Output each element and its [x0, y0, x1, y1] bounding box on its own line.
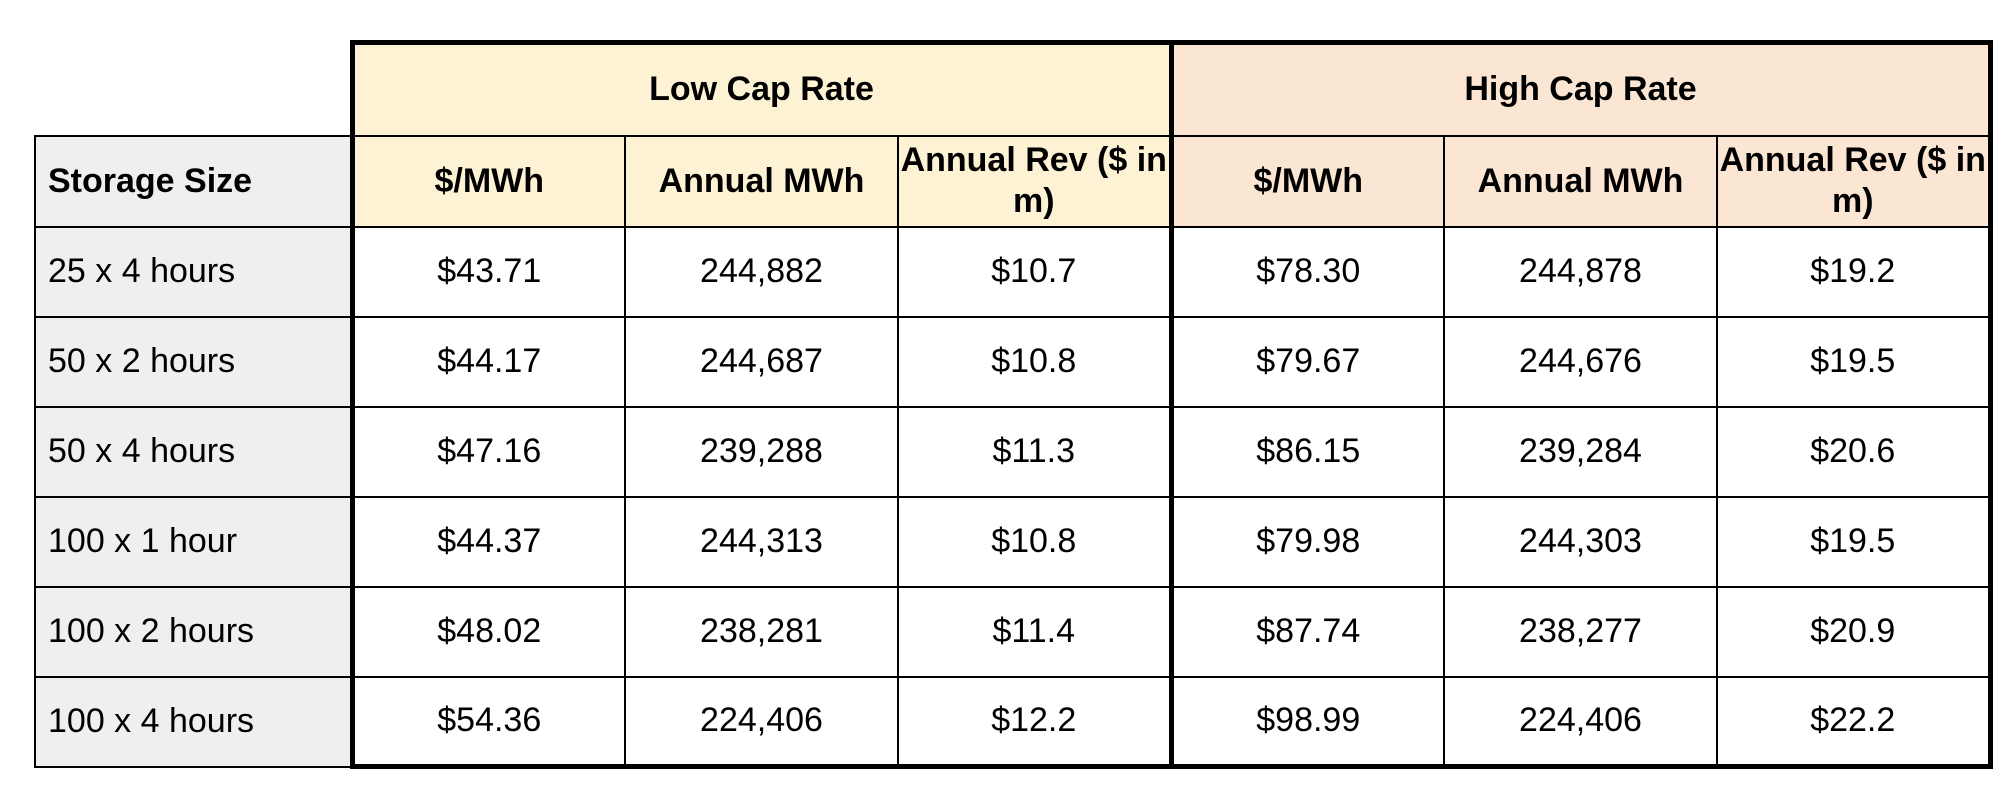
- cell-low-price: $44.17: [351, 315, 626, 408]
- cell-low-annual-rev: $11.4: [897, 585, 1174, 678]
- cell-low-annual-rev: $10.8: [897, 315, 1174, 408]
- cell-high-annual-rev: $22.2: [1716, 675, 1993, 769]
- row-label-storage-size: 100 x 2 hours: [34, 585, 355, 678]
- cell-high-price: $87.74: [1170, 585, 1445, 678]
- cell-high-annual-mwh: 224,406: [1443, 675, 1718, 769]
- cell-high-price: $79.67: [1170, 315, 1445, 408]
- table-row: 100 x 4 hours $54.36 224,406 $12.2 $98.99 224…: [34, 675, 1993, 769]
- blank-corner-cell: [35, 42, 352, 136]
- cell-high-annual-rev: $20.6: [1716, 405, 1993, 498]
- cell-high-annual-rev: $19.5: [1716, 315, 1993, 408]
- row-label-storage-size: 100 x 1 hour: [34, 495, 355, 588]
- row-label-storage-size: 50 x 2 hours: [34, 315, 355, 408]
- cell-low-price: $44.37: [351, 495, 626, 588]
- group-header-row: Low Cap Rate High Cap Rate: [35, 40, 1993, 136]
- storage-cap-rate-table: Low Cap Rate High Cap Rate Storage Size …: [34, 40, 1993, 769]
- cell-high-annual-rev: $20.9: [1716, 585, 1993, 678]
- table-row: 50 x 2 hours $44.17 244,687 $10.8 $79.67 244,…: [34, 315, 1993, 408]
- column-header-storage-size: Storage Size: [34, 134, 355, 228]
- column-header-high-price: $/MWh: [1170, 134, 1445, 228]
- cell-low-annual-mwh: 244,313: [624, 495, 899, 588]
- cell-low-annual-mwh: 244,687: [624, 315, 899, 408]
- table-body: 25 x 4 hours $43.71 244,882 $10.7 $78.30 244,…: [34, 225, 1993, 769]
- cell-low-annual-mwh: 244,882: [624, 225, 899, 318]
- cell-high-annual-rev: $19.2: [1716, 225, 1993, 318]
- cell-low-annual-mwh: 239,288: [624, 405, 899, 498]
- cell-high-annual-mwh: 244,303: [1443, 495, 1718, 588]
- cell-low-annual-rev: $10.7: [897, 225, 1174, 318]
- table-row: 25 x 4 hours $43.71 244,882 $10.7 $78.30 244,…: [34, 225, 1993, 318]
- group-header-low-cap-rate: Low Cap Rate: [349, 40, 1174, 136]
- group-header-high-cap-rate: High Cap Rate: [1171, 40, 1993, 136]
- table-row: 100 x 1 hour $44.37 244,313 $10.8 $79.98 244,…: [34, 495, 1993, 588]
- row-label-storage-size: 25 x 4 hours: [34, 225, 355, 318]
- cell-low-price: $48.02: [351, 585, 626, 678]
- cell-high-price: $98.99: [1170, 675, 1445, 769]
- column-header-row: Storage Size $/MWh Annual MWh Annual Rev…: [34, 134, 1993, 228]
- column-header-low-price: $/MWh: [351, 134, 626, 228]
- column-header-low-annual-rev: Annual Rev ($ in m): [897, 134, 1174, 228]
- cell-low-annual-mwh: 238,281: [624, 585, 899, 678]
- table-row: 50 x 4 hours $47.16 239,288 $11.3 $86.15 239,…: [34, 405, 1993, 498]
- cell-low-annual-rev: $10.8: [897, 495, 1174, 588]
- cell-high-price: $86.15: [1170, 405, 1445, 498]
- column-header-high-annual-rev: Annual Rev ($ in m): [1716, 134, 1993, 228]
- cell-low-annual-rev: $12.2: [897, 675, 1174, 769]
- cell-low-price: $47.16: [351, 405, 626, 498]
- row-label-storage-size: 100 x 4 hours: [34, 675, 355, 768]
- table-row: 100 x 2 hours $48.02 238,281 $11.4 $87.74 238…: [34, 585, 1993, 678]
- cell-high-annual-mwh: 244,878: [1443, 225, 1718, 318]
- cell-high-price: $79.98: [1170, 495, 1445, 588]
- cell-high-annual-mwh: 238,277: [1443, 585, 1718, 678]
- cell-low-annual-rev: $11.3: [897, 405, 1174, 498]
- cell-low-price: $43.71: [351, 225, 626, 318]
- cell-high-annual-mwh: 244,676: [1443, 315, 1718, 408]
- cell-low-annual-mwh: 224,406: [624, 675, 899, 769]
- cell-high-annual-rev: $19.5: [1716, 495, 1993, 588]
- row-label-storage-size: 50 x 4 hours: [34, 405, 355, 498]
- cell-high-annual-mwh: 239,284: [1443, 405, 1718, 498]
- column-header-high-annual-mwh: Annual MWh: [1443, 134, 1718, 228]
- cell-high-price: $78.30: [1170, 225, 1445, 318]
- column-header-low-annual-mwh: Annual MWh: [624, 134, 899, 228]
- cell-low-price: $54.36: [351, 675, 626, 769]
